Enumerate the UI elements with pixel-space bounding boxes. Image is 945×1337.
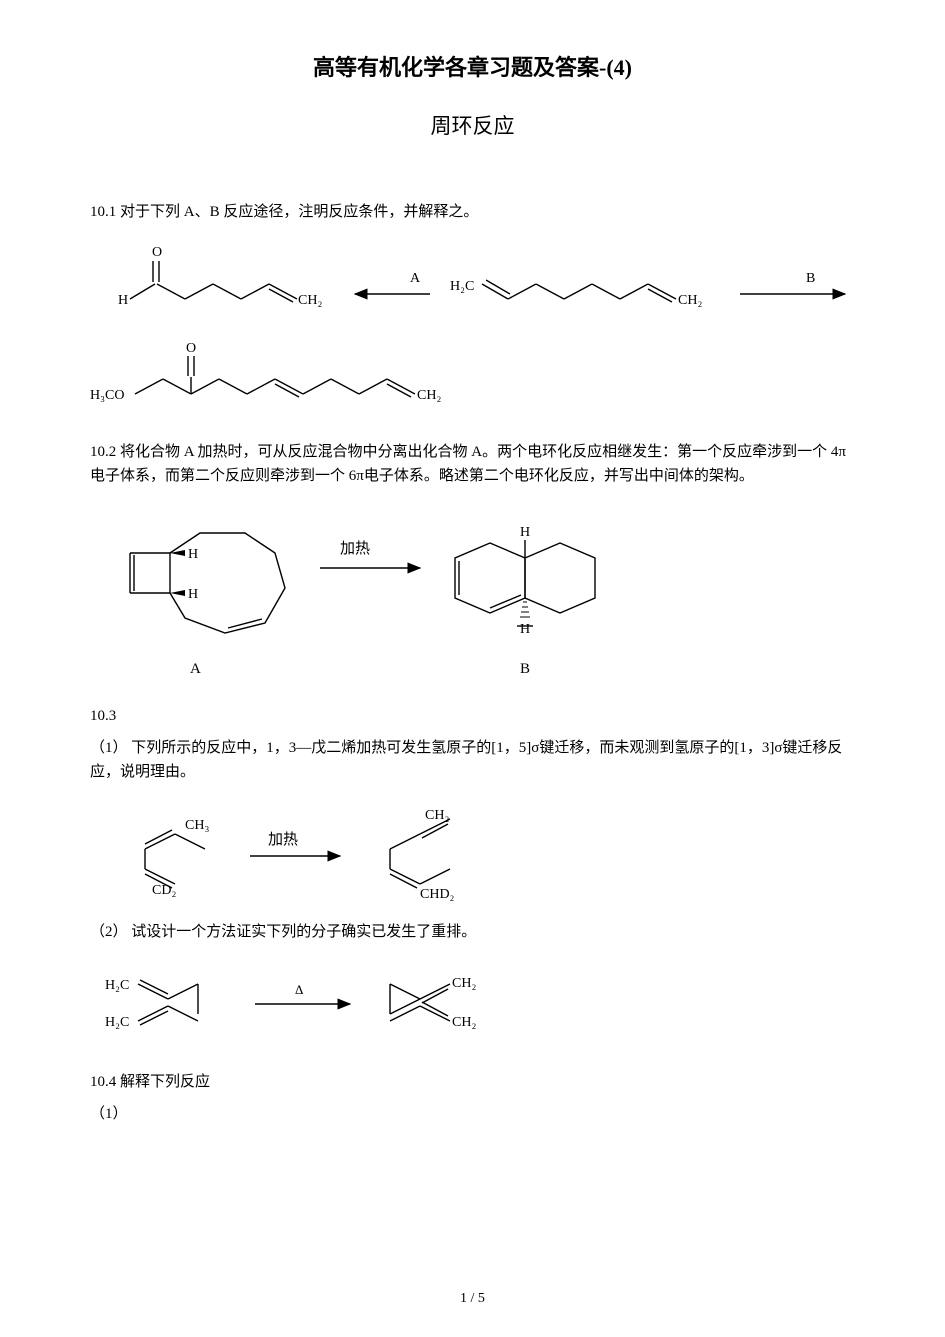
label-A-1: A <box>410 271 421 286</box>
problem-10-1-text: 10.1 对于下列 A、B 反应途径，注明反应条件，并解释之。 <box>90 200 855 224</box>
label-B-1: B <box>806 271 815 286</box>
atom-H2C-L1: H₂C <box>105 978 129 993</box>
problem-10-2-text: 10.2 将化合物 A 加热时，可从反应混合物中分离出化合物 A。两个电环化反应… <box>90 440 855 488</box>
label-B-2: B <box>520 661 530 677</box>
atom-CH2-2: CH₂ <box>678 293 702 308</box>
problem-10-4-header: 10.4 解释下列反应 <box>90 1070 855 1094</box>
atom-H: H <box>118 293 128 308</box>
atom-H-b1: H <box>520 525 530 540</box>
atom-H3CO: H₃CO <box>90 388 124 403</box>
page-subtitle: 周环反应 <box>90 110 855 140</box>
atom-CH2-1: CH₂ <box>298 293 322 308</box>
atom-CH2-R1: CH₂ <box>452 976 476 991</box>
atom-O: O <box>152 245 162 260</box>
atom-H-a1: H <box>188 547 198 562</box>
problem-10-3-header: 10.3 <box>90 704 855 728</box>
atom-CH3: CH₃ <box>185 818 209 833</box>
problem-10-4-part1: （1） <box>90 1102 855 1126</box>
problem-10-3-scheme2: H₂C H₂C Δ CH₂ CH₂ <box>90 954 855 1054</box>
atom-CH2-3: CH₂ <box>417 388 441 403</box>
problem-10-2-scheme: H H A 加热 H H B <box>90 498 855 688</box>
atom-O-2: O <box>186 341 196 356</box>
problem-10-3-scheme1: CH₃ CD₂ 加热 CH₂ CHD₂ <box>90 794 855 904</box>
label-heat-1: 加热 <box>340 540 370 557</box>
label-delta: Δ <box>295 982 303 997</box>
page-footer: 1 / 5 <box>0 1291 945 1307</box>
problem-10-1-scheme: B --> H O CH₂ A H₂C CH₂ B <box>90 234 855 424</box>
label-A-2: A <box>190 661 201 677</box>
atom-H-a2: H <box>188 587 198 602</box>
label-heat-2: 加热 <box>268 831 298 848</box>
atom-H2C-1: H₂C <box>450 279 474 294</box>
problem-10-3-part1: （1） 下列所示的反应中，1，3—戊二烯加热可发生氢原子的[1，5]σ键迁移，而… <box>90 736 855 784</box>
atom-CH2-R2: CH₂ <box>452 1015 476 1030</box>
page-title: 高等有机化学各章习题及答案-(4) <box>90 50 855 82</box>
problem-10-3-part2: （2） 试设计一个方法证实下列的分子确实已发生了重排。 <box>90 920 855 944</box>
atom-CHD2: CHD₂ <box>420 887 455 902</box>
atom-CH2-r1: CH₂ <box>425 808 449 823</box>
atom-CD2: CD₂ <box>152 883 176 898</box>
atom-Hbar: H <box>520 622 530 637</box>
atom-H2C-L2: H₂C <box>105 1015 129 1030</box>
